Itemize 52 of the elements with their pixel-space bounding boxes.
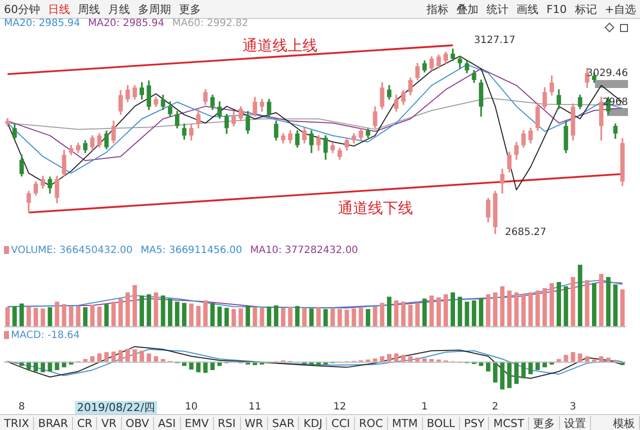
x-tick-label: 12: [333, 402, 346, 413]
series-label: 通道线下线: [338, 199, 414, 218]
text: 周线: [77, 2, 101, 16]
x-tick-label: 2: [492, 402, 498, 413]
text: VR: [97, 416, 122, 430]
text: 模板: [609, 416, 640, 430]
legend-label: VOLUME: 366450432.00: [11, 245, 133, 256]
text: KDJ: [299, 416, 328, 430]
text: MTM: [388, 416, 423, 430]
text: MA5: 366911456.00: [140, 245, 242, 256]
text: 统计: [485, 2, 510, 16]
text: 更多: [178, 2, 202, 16]
text: ROC: [355, 416, 388, 430]
x-tick-label: 8: [18, 402, 25, 413]
legend-label: MACD: -18.64: [11, 330, 80, 341]
text: MCST: [489, 416, 530, 430]
text: BRAR: [34, 416, 74, 430]
text: MA10: 377282432.00: [250, 245, 358, 256]
text: 指标: [425, 2, 450, 16]
text: 2019/08/22/四: [75, 401, 158, 414]
text: MA20: 2985.94: [4, 18, 80, 29]
text: 更多: [529, 416, 560, 430]
text: RSI: [214, 416, 241, 430]
text: TRIX: [0, 416, 34, 430]
text: EMV: [180, 416, 214, 430]
text: 日线: [47, 2, 71, 16]
series-label: 通道线上线: [242, 36, 318, 55]
x-tick-label: 3: [570, 402, 576, 413]
text: SAR: [268, 416, 300, 430]
text: 画线: [515, 2, 540, 16]
text: 标记: [574, 2, 598, 16]
text: WR: [240, 416, 268, 430]
text: MA60: 2992.82: [172, 18, 248, 29]
text: PSY: [460, 416, 490, 430]
text: 多周期: [137, 2, 172, 16]
text: 60分钟: [3, 2, 41, 16]
text: MA20: 2985.94: [88, 18, 164, 29]
text: 3127.17: [474, 35, 516, 46]
text: 叠加: [455, 2, 480, 16]
text: 月线: [107, 2, 131, 16]
text: +自选: [604, 2, 637, 16]
text: CCI: [327, 416, 356, 430]
text: ASI: [154, 416, 181, 430]
annotation: 2685.27: [505, 227, 546, 238]
text: F10: [545, 2, 568, 16]
text: CR: [73, 416, 98, 430]
x-tick-label: 11: [248, 402, 262, 413]
text: 设置: [560, 416, 592, 430]
text: OBV: [122, 416, 154, 430]
text: BOLL: [422, 416, 460, 430]
x-tick-label: 1: [421, 402, 428, 413]
x-tick-label: 10: [184, 402, 198, 413]
